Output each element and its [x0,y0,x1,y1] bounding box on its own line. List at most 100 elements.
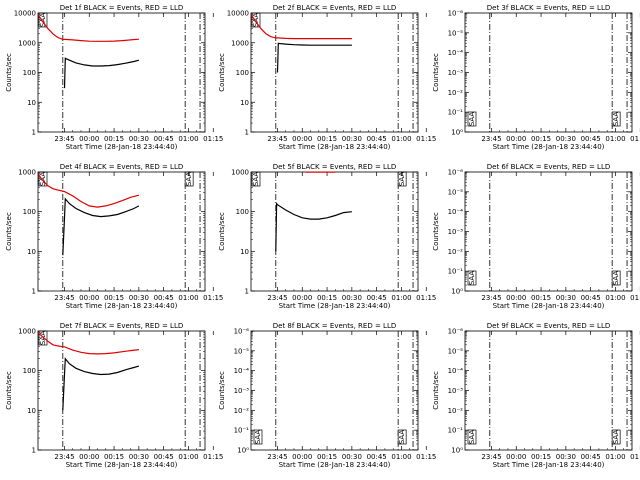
y-tick-label: 1 [245,129,249,137]
y-tick-label: 10⁻³ [448,69,464,77]
chart-panel-3: Det 3f BLACK = Events, RED = LLD 10⁰ 10⁻¹ 1… [432,4,640,151]
chart-panel-8: Det 8f BLACK = Events, RED = LLD 10⁰ 10⁻¹ 1… [218,322,436,469]
saa-label: SAA [252,13,260,28]
saa-label-box [253,429,263,445]
x-tick-label: 00:45 [367,453,387,461]
x-axis-title: Start Time (28-Jan-18 23:44:40) [279,461,391,469]
x-axis-title: Start Time (28-Jan-18 23:44:40) [66,143,178,151]
saa-label: SAA [39,172,47,187]
x-tick-label: 01:15 [203,453,223,461]
y-tick-label: 10⁻³ [448,228,464,236]
chart-title: Det 8f BLACK = Events, RED = LLD [273,322,396,330]
y-axis-title: Counts/sec [432,371,440,410]
x-tick-label: 23:45 [267,294,287,302]
y-tick-label: 10⁻⁶ [448,328,464,336]
x-tick-label: 23:45 [54,453,74,461]
y-tick-label: 10⁻⁶ [234,328,250,336]
y-tick-label: 10⁻¹ [448,427,464,435]
x-tick-label: 00:00 [79,135,99,143]
chart-title: Det 7f BLACK = Events, RED = LLD [60,322,183,330]
y-tick-label: 1000 [18,39,36,47]
y-tick-label: 1000 [18,328,36,336]
plot-frame [37,171,206,292]
x-tick-label: 01:15 [630,453,640,461]
y-tick-label: 10⁻² [448,89,464,97]
y-tick-label: 10000 [227,10,249,18]
x-tick-label: 01:00 [178,135,198,143]
y-tick-label: 10⁻¹ [448,268,464,276]
x-tick-label: 00:30 [342,453,362,461]
y-axis-title: Counts/sec [218,371,226,410]
chart-title: Det 2f BLACK = Events, RED = LLD [273,4,396,12]
y-tick-label: 10⁻⁵ [234,347,250,355]
x-tick-label: 00:15 [104,294,124,302]
chart-panel-6: Det 6f BLACK = Events, RED = LLD 10⁰ 10⁻¹ 1… [432,163,640,310]
x-tick-label: 01:15 [203,135,223,143]
x-axis-title: Start Time (28-Jan-18 23:44:40) [66,302,178,310]
x-tick-label: 00:15 [317,453,337,461]
y-axis-title: Counts/sec [432,53,440,92]
saa-label: SAA [254,430,262,445]
saa-label: SAA [468,112,476,127]
y-tick-label: 10⁻⁵ [448,188,464,196]
y-tick-label: 10 [27,99,36,107]
chart-panel-7: Det 7f BLACK = Events, RED = LLD 1 10 100 10… [5,322,223,469]
x-tick-label: 01:00 [178,453,198,461]
y-tick-label: 10⁻⁵ [448,347,464,355]
y-tick-label: 10⁰ [237,447,249,455]
chart-panel-1: Det 1f BLACK = Events, RED = LLD 1 10 100 10… [5,4,223,151]
saa-label: SAA [468,271,476,286]
x-tick-label: 23:45 [54,294,74,302]
x-tick-label: 01:15 [416,135,436,143]
saa-label-box [467,429,477,445]
x-tick-label: 00:30 [129,453,149,461]
saa-label-box [251,12,261,28]
x-tick-label: 00:00 [292,294,312,302]
y-tick-label: 100 [23,208,36,216]
x-tick-label: 23:45 [267,453,287,461]
x-tick-label: 00:15 [317,135,337,143]
chart-panel-5: Det 5f BLACK = Events, RED = LLD 1 10 100 10… [218,163,436,310]
plot-frame [37,330,206,451]
x-tick-label: 01:00 [605,294,625,302]
x-tick-label: 01:00 [605,453,625,461]
y-tick-label: 10⁻⁶ [448,169,464,177]
y-tick-label: 1000 [231,169,249,177]
lld-series-line [250,14,352,40]
saa-label-box [38,330,48,346]
events-series-line [63,57,140,89]
chart-panel-4: Det 4f BLACK = Events, RED = LLD 1 10 100 10… [5,163,223,310]
saa-label-box [397,429,407,445]
saa-label: SAA [39,13,47,28]
saa-label: SAA [252,172,260,187]
y-axis-title: Counts/sec [432,212,440,251]
y-tick-label: 10⁻¹ [448,109,464,117]
saa-label-box [611,111,621,127]
y-tick-label: 1000 [231,39,249,47]
y-tick-label: 1 [32,288,36,296]
x-tick-label: 23:45 [481,453,501,461]
chart-title: Det 9f BLACK = Events, RED = LLD [487,322,610,330]
x-tick-label: 00:30 [556,453,576,461]
y-tick-label: 10 [240,99,249,107]
lld-series-line [37,14,139,42]
x-tick-label: 00:45 [581,135,601,143]
y-tick-label: 10⁻⁵ [448,29,464,37]
saa-label: SAA [612,112,620,127]
x-tick-label: 00:15 [531,135,551,143]
x-tick-label: 00:15 [531,453,551,461]
y-tick-label: 10⁻³ [234,387,250,395]
chart-panel-9: Det 9f BLACK = Events, RED = LLD 10⁰ 10⁻¹ 1… [432,322,640,469]
x-tick-label: 01:00 [391,135,411,143]
events-series-line [62,197,140,256]
saa-label-box [467,270,477,286]
y-tick-label: 10⁰ [451,447,463,455]
saa-label-box [467,111,477,127]
x-tick-label: 01:15 [416,453,436,461]
y-tick-label: 10⁰ [451,288,463,296]
x-tick-label: 00:45 [367,294,387,302]
saa-label: SAA [39,331,47,346]
x-tick-label: 00:30 [129,294,149,302]
saa-label: SAA [612,271,620,286]
